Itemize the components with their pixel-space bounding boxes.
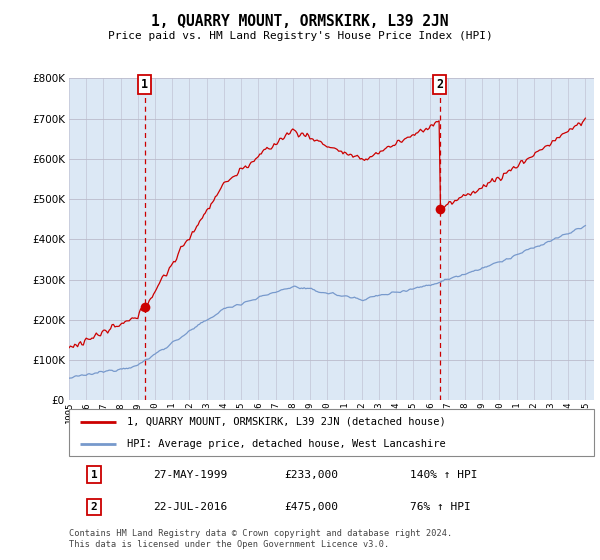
Text: 1, QUARRY MOUNT, ORMSKIRK, L39 2JN (detached house): 1, QUARRY MOUNT, ORMSKIRK, L39 2JN (deta… bbox=[127, 417, 445, 427]
Text: £233,000: £233,000 bbox=[284, 470, 338, 480]
Text: 140% ↑ HPI: 140% ↑ HPI bbox=[410, 470, 478, 480]
Text: 2: 2 bbox=[436, 78, 443, 91]
Text: £475,000: £475,000 bbox=[284, 502, 338, 512]
Text: 1, QUARRY MOUNT, ORMSKIRK, L39 2JN: 1, QUARRY MOUNT, ORMSKIRK, L39 2JN bbox=[151, 14, 449, 29]
FancyBboxPatch shape bbox=[69, 409, 594, 456]
Text: 22-JUL-2016: 22-JUL-2016 bbox=[153, 502, 227, 512]
Text: 76% ↑ HPI: 76% ↑ HPI bbox=[410, 502, 471, 512]
Text: Price paid vs. HM Land Registry's House Price Index (HPI): Price paid vs. HM Land Registry's House … bbox=[107, 31, 493, 41]
Text: 1: 1 bbox=[91, 470, 98, 480]
Text: Contains HM Land Registry data © Crown copyright and database right 2024.
This d: Contains HM Land Registry data © Crown c… bbox=[69, 529, 452, 549]
Text: 1: 1 bbox=[141, 78, 148, 91]
Text: HPI: Average price, detached house, West Lancashire: HPI: Average price, detached house, West… bbox=[127, 438, 445, 449]
Text: 2: 2 bbox=[91, 502, 98, 512]
Text: 27-MAY-1999: 27-MAY-1999 bbox=[153, 470, 227, 480]
